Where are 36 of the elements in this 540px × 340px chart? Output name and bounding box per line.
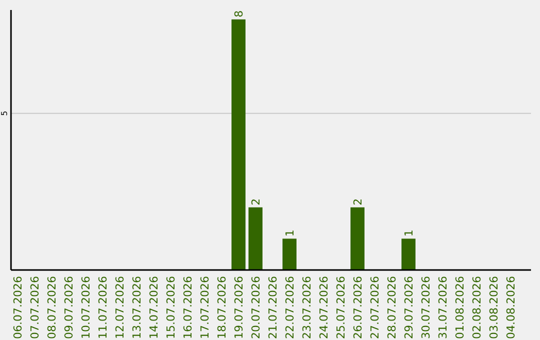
- x-tick-label: 22.07.2026: [283, 276, 296, 339]
- data-label: 2: [351, 198, 364, 206]
- data-label: 8: [232, 10, 246, 18]
- x-tick-label: 03.08.2026: [487, 276, 500, 339]
- x-tick-label: 24.07.2026: [317, 276, 330, 339]
- x-tick-label: 10.07.2026: [80, 276, 93, 339]
- x-tick-label: 28.07.2026: [385, 276, 398, 339]
- x-tick-label: 25.07.2026: [334, 276, 348, 339]
- x-tick-label: 21.07.2026: [266, 276, 280, 339]
- x-tick-label: 12.07.2026: [114, 276, 127, 339]
- x-tick-label: 20.07.2026: [250, 276, 262, 339]
- x-tick-label: 13.07.2026: [130, 276, 144, 339]
- x-tick-label: 07.07.2026: [28, 276, 42, 339]
- x-tick-label: 09.07.2026: [62, 276, 76, 339]
- data-label: 1: [402, 230, 416, 237]
- x-tick-label: 17.07.2026: [198, 276, 212, 339]
- x-tick-label: 27.07.2026: [368, 276, 382, 339]
- x-tick-label: 01.08.2026: [453, 276, 466, 339]
- y-tick-label: 5: [0, 110, 9, 116]
- x-tick-label: 16.07.2026: [182, 276, 195, 339]
- x-tick-label: 18.07.2026: [216, 276, 229, 339]
- data-label: 1: [283, 230, 296, 237]
- x-tick-label: 23.07.2026: [300, 276, 314, 339]
- x-tick-label: 06.07.2026: [12, 276, 25, 339]
- data-label: 2: [250, 198, 262, 206]
- x-tick-label: 31.07.2026: [436, 276, 450, 339]
- x-tick-label: 14.07.2026: [148, 276, 161, 339]
- x-tick-label: 15.07.2026: [164, 276, 178, 339]
- x-tick-label: 02.08.2026: [470, 276, 484, 339]
- x-tick-label: 11.07.2026: [96, 276, 110, 339]
- x-tick-label: 04.08.2026: [504, 276, 518, 339]
- x-tick-label: 19.07.2026: [232, 276, 246, 339]
- x-tick-label: 29.07.2026: [402, 276, 416, 339]
- x-tick-label: 26.07.2026: [351, 276, 364, 339]
- x-tick-label: 30.07.2026: [419, 276, 432, 339]
- x-tick-label: 08.07.2026: [46, 276, 59, 339]
